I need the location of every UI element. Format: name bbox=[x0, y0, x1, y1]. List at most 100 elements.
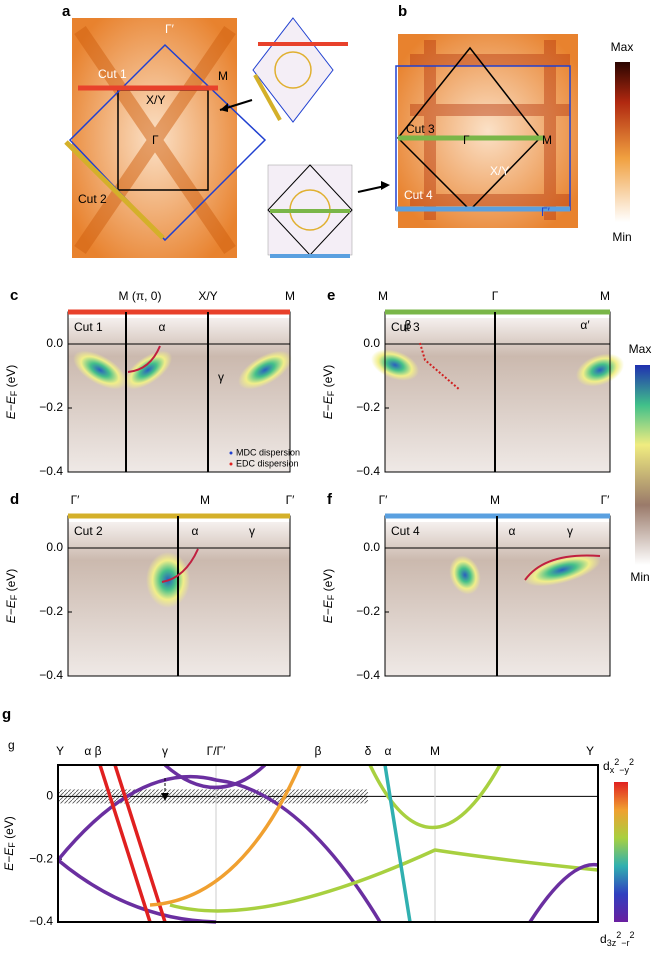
band bbox=[98, 764, 152, 923]
band bbox=[528, 862, 599, 923]
y-axis-title-part: F bbox=[9, 390, 19, 396]
colorbar-label: Max bbox=[629, 342, 652, 356]
panel-label-inner: g bbox=[8, 738, 15, 752]
k-label: M bbox=[430, 744, 440, 758]
k-label: Γ′ bbox=[286, 493, 296, 507]
intensity bbox=[449, 555, 481, 595]
band-label: β bbox=[405, 318, 412, 332]
arrow bbox=[220, 103, 228, 112]
k-label: Γ/Γ′ bbox=[207, 744, 227, 758]
panel-label: e bbox=[327, 287, 335, 304]
k-label: Y bbox=[56, 744, 64, 758]
map-feature bbox=[74, 26, 236, 254]
map-label: Γ bbox=[152, 133, 159, 147]
schematic bbox=[274, 51, 312, 89]
band bbox=[163, 763, 267, 790]
panel-label: c bbox=[10, 287, 18, 304]
band bbox=[149, 764, 302, 907]
k-label: M bbox=[378, 289, 388, 303]
map-feature bbox=[410, 40, 570, 220]
colorbar-label: Max bbox=[611, 40, 634, 54]
map-label: Cut 4 bbox=[404, 188, 433, 202]
map-label: X/Y bbox=[146, 93, 165, 107]
band-label: α bbox=[509, 524, 516, 538]
band bbox=[113, 764, 167, 923]
legend-label: EDC dispersion bbox=[236, 458, 299, 468]
frame bbox=[57, 764, 599, 923]
y-axis-title: E−EF (eV) bbox=[2, 816, 17, 871]
band bbox=[368, 764, 502, 830]
y-tick-label: 0.0 bbox=[363, 336, 380, 350]
y-tick-label: −0.2 bbox=[39, 604, 63, 618]
arrow bbox=[381, 181, 390, 190]
band bbox=[56, 775, 382, 923]
orbital: 2 bbox=[629, 930, 634, 940]
intensity bbox=[238, 350, 292, 390]
y-tick-label: −0.4 bbox=[39, 668, 63, 682]
colorbar-label: Min bbox=[630, 570, 649, 584]
orbital: x bbox=[610, 765, 615, 775]
intensity bbox=[73, 350, 127, 390]
y-tick-label: 0.0 bbox=[46, 540, 63, 554]
y-tick-label: −0.2 bbox=[356, 400, 380, 414]
k-label: M bbox=[285, 289, 295, 303]
dispersion bbox=[419, 342, 461, 391]
y-tick-label: 0.0 bbox=[46, 336, 63, 350]
k-label: Y bbox=[586, 744, 594, 758]
schematic bbox=[252, 17, 334, 123]
colorbar-label: d3z2−r2 bbox=[600, 930, 635, 948]
cut-line bbox=[64, 140, 165, 240]
band bbox=[56, 858, 217, 924]
cut-label: Cut 3 bbox=[391, 320, 420, 334]
y-axis-title-part: (eV) bbox=[321, 569, 335, 595]
orbital: 2 bbox=[616, 930, 621, 940]
orbital: −r bbox=[621, 938, 629, 948]
y-axis-title-part: F bbox=[326, 594, 336, 600]
y-axis-title-part: E−E bbox=[321, 599, 335, 623]
y-axis-title-part: (eV) bbox=[321, 365, 335, 391]
plots: c 0.0 −0.2 −0.4 M (π, 0) X/Y M Cut 1 α γ MDC dispe… bbox=[2, 287, 625, 928]
orbital: 2 bbox=[614, 757, 619, 767]
panel-label: g bbox=[2, 706, 11, 723]
y-tick-label: −0.4 bbox=[39, 464, 63, 478]
k-label: α bbox=[385, 744, 392, 758]
map-label: Cut 2 bbox=[78, 192, 107, 206]
orbital: d bbox=[603, 759, 610, 773]
band bbox=[169, 848, 599, 913]
k-label: δ bbox=[365, 744, 372, 758]
y-tick-label: −0.4 bbox=[356, 668, 380, 682]
legend-label: MDC dispersion bbox=[236, 447, 300, 457]
map-label: Γ bbox=[463, 133, 470, 147]
k-label: M (π, 0) bbox=[119, 289, 162, 303]
y-axis-title: E−EF (eV) bbox=[4, 365, 19, 420]
map-label: Γ′ bbox=[541, 205, 551, 219]
y-axis-title: E−EF (eV) bbox=[4, 569, 19, 624]
y-axis-title-part: (eV) bbox=[2, 816, 16, 842]
k-label: M bbox=[490, 493, 500, 507]
y-tick-label: −0.4 bbox=[356, 464, 380, 478]
y-tick-label: −0.2 bbox=[356, 604, 380, 618]
map-label: Γ′ bbox=[165, 22, 175, 36]
cut-line bbox=[253, 74, 282, 121]
band-label: γ bbox=[218, 370, 224, 384]
y-tick-label: −0.4 bbox=[29, 914, 53, 928]
band-label: γ bbox=[567, 524, 573, 538]
cut-label: Cut 2 bbox=[74, 524, 103, 538]
schematics bbox=[219, 17, 390, 258]
arrow bbox=[161, 793, 169, 801]
k-label: M bbox=[600, 289, 610, 303]
k-label: Γ′ bbox=[71, 493, 81, 507]
y-axis-title-part: F bbox=[7, 842, 17, 848]
map-label: M bbox=[218, 69, 228, 83]
band bbox=[383, 764, 412, 923]
y-axis-title-part: F bbox=[9, 594, 19, 600]
panel-label: d bbox=[10, 491, 19, 508]
panel-label: a bbox=[62, 3, 71, 20]
cut-label: Cut 1 bbox=[74, 320, 103, 334]
panel-label: b bbox=[398, 3, 407, 20]
panel-a: a Γ′ Cut 1 M X/Y Γ Cut 2 bbox=[62, 3, 267, 258]
k-label: X/Y bbox=[198, 289, 217, 303]
colorbar bbox=[615, 62, 630, 222]
y-axis-title: E−EF (eV) bbox=[321, 569, 336, 624]
